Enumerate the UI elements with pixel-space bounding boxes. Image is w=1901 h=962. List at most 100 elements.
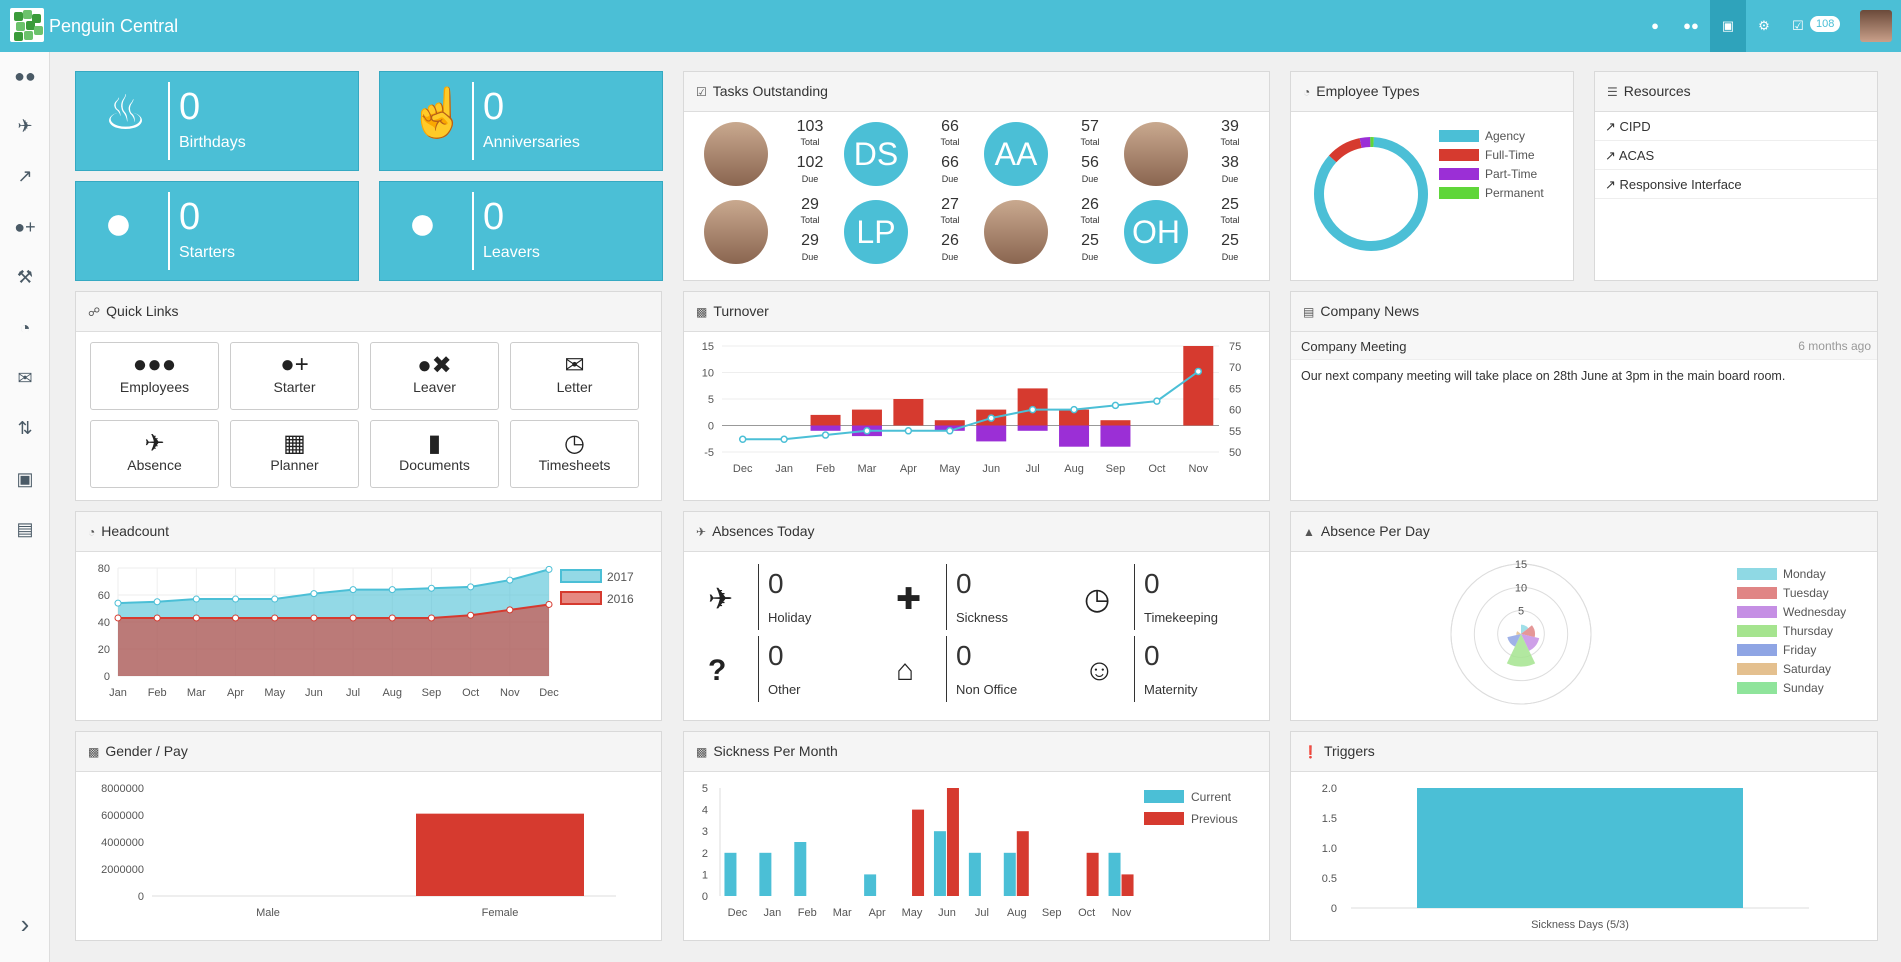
pie-chart-icon[interactable]: ◔ [19,318,31,338]
quick-link-timesheets[interactable]: ◷ Timesheets [510,420,639,488]
task-avatar[interactable] [704,122,768,186]
panel-title: Absences Today [712,523,815,539]
expand-sidebar-icon[interactable]: › [20,909,30,939]
line-chart-icon[interactable]: ↗ [17,166,33,186]
absence-holiday[interactable]: ✈ 0 Holiday [684,564,864,630]
absence-non-office[interactable]: ⌂ 0 Non Office [872,636,1052,702]
line-2016 [118,603,550,619]
task-avatar[interactable] [704,200,768,264]
point-2016 [114,614,122,622]
bar-sickness-days [1417,788,1743,908]
absence-other[interactable]: ? 0 Other [684,636,864,702]
sitemap-icon[interactable]: ▣ [1710,0,1746,52]
task-total: 57 [1081,118,1099,135]
task-card[interactable]: OH 25 Total 25 Due [1124,196,1254,268]
plane-icon: ✈ [144,430,165,457]
task-card[interactable]: LP 27 Total 26 Due [844,196,974,268]
quick-link-starter[interactable]: ●+ Starter [230,342,359,410]
user-avatar[interactable] [1860,10,1892,42]
panel-title: Headcount [101,523,169,539]
y2-tick-label: 55 [1229,426,1241,438]
headcount-panel: ◔ Headcount 0 20 40 60 80 Jan Feb Mar Apr May Jun Ju… [75,511,662,721]
quick-link-planner[interactable]: ▦ Planner [230,420,359,488]
user-plus-icon: ●+ [280,351,309,378]
resource-link-cipd[interactable]: ↗ CIPD [1595,112,1877,141]
task-total: 29 [801,196,819,213]
book-icon[interactable]: ▤ [16,519,34,539]
birthdays-tile[interactable]: ♨ 0 Birthdays [75,71,359,171]
comments-icon[interactable]: ✉ [17,368,33,388]
legend-swatch [1144,790,1184,803]
line-point [946,427,954,435]
task-card[interactable]: 26 Total 25 Due [984,196,1114,268]
news-item-header[interactable]: Company Meeting 6 months ago [1291,332,1877,360]
quick-link-letter[interactable]: ✉ Letter [510,342,639,410]
absence-sickness[interactable]: ✚ 0 Sickness [872,564,1052,630]
resource-link-responsive[interactable]: ↗ Responsive Interface [1595,170,1877,199]
x-tick-label: Dec [539,687,559,699]
bar-current [968,852,981,896]
area-2016 [118,604,549,676]
absence-maternity[interactable]: ☺ 0 Maternity [1060,636,1240,702]
x-tick-label: Jun [305,687,323,699]
bar-current [1003,852,1016,896]
app-logo[interactable] [10,8,44,42]
gear-icon[interactable]: ⚙ [1758,18,1770,33]
legend-swatch [560,569,602,583]
task-avatar[interactable]: AA [984,122,1048,186]
task-card[interactable]: AA 57 Total 56 Due [984,118,1114,190]
news-item-title[interactable]: Company Meeting [1301,339,1407,354]
starters-tile[interactable]: ● 0 Starters [75,181,359,281]
point-2017 [506,576,514,584]
panel-title: Triggers [1323,743,1375,759]
task-due: 26 [941,232,959,249]
task-avatar[interactable] [984,200,1048,264]
check-square-icon[interactable]: ☑ [1792,18,1804,33]
users-icon[interactable]: ●● [1683,18,1699,33]
x-tick-label: Oct [1148,463,1165,475]
notification-badge[interactable]: 108 [1810,16,1841,32]
briefcase-icon[interactable]: ▣ [16,469,34,489]
users-icon: ●●● [132,351,177,378]
plane-icon[interactable]: ✈ [17,116,33,136]
app-title[interactable]: Penguin Central [49,16,179,36]
task-card[interactable]: 39 Total 38 Due [1124,118,1254,190]
y-tick-label: 2.0 [1322,783,1337,795]
pie-chart-icon: ◔ [1303,85,1311,99]
task-avatar[interactable]: OH [1124,200,1188,264]
quick-link-employees[interactable]: ●●● Employees [90,342,219,410]
legend-label: 2017 [607,570,634,584]
legend-label: Wednesday [1783,605,1846,619]
legend-label: 2016 [607,592,634,606]
users-icon[interactable]: ●● [14,66,36,86]
point-2017 [545,565,553,573]
quick-link-documents[interactable]: ▮ Documents [370,420,499,488]
task-card[interactable]: 103 Total 102 Due [704,118,834,190]
task-due-label: Due [801,174,819,184]
task-avatar[interactable] [1124,122,1188,186]
quick-link-leaver[interactable]: ●✖ Leaver [370,342,499,410]
leavers-tile[interactable]: ● 0 Leavers [379,181,663,281]
bar-previous [1086,852,1099,896]
task-avatar[interactable]: DS [844,122,908,186]
sort-icon[interactable]: ⇅ [17,418,33,438]
task-avatar[interactable]: LP [844,200,908,264]
point-2016 [310,614,318,622]
bar-leavers [810,425,841,431]
user-plus-icon[interactable]: ●+ [14,217,36,237]
resource-link-acas[interactable]: ↗ ACAS [1595,141,1877,170]
line-point [1111,401,1120,410]
absences-today-panel: ✈ Absences Today ✈ 0 Holiday ✚ 0 Sickness ◷ 0 T… [683,511,1270,721]
x-tick-label: Apr [869,907,886,919]
absence-timekeeping[interactable]: ◷ 0 Timekeeping [1060,564,1240,630]
x-tick-label: Nov [1189,463,1209,475]
task-card[interactable]: DS 66 Total 66 Due [844,118,974,190]
gavel-icon[interactable]: ⚒ [16,267,34,287]
task-card[interactable]: 29 Total 29 Due [704,196,834,268]
anniversaries-tile[interactable]: ☝ 0 Anniversaries [379,71,663,171]
x-tick-label: Jul [1026,463,1040,475]
x-tick-label: Male [256,907,280,919]
task-due-label: Due [801,252,819,262]
user-icon[interactable]: ● [1651,18,1659,33]
quick-link-absence[interactable]: ✈ Absence [90,420,219,488]
